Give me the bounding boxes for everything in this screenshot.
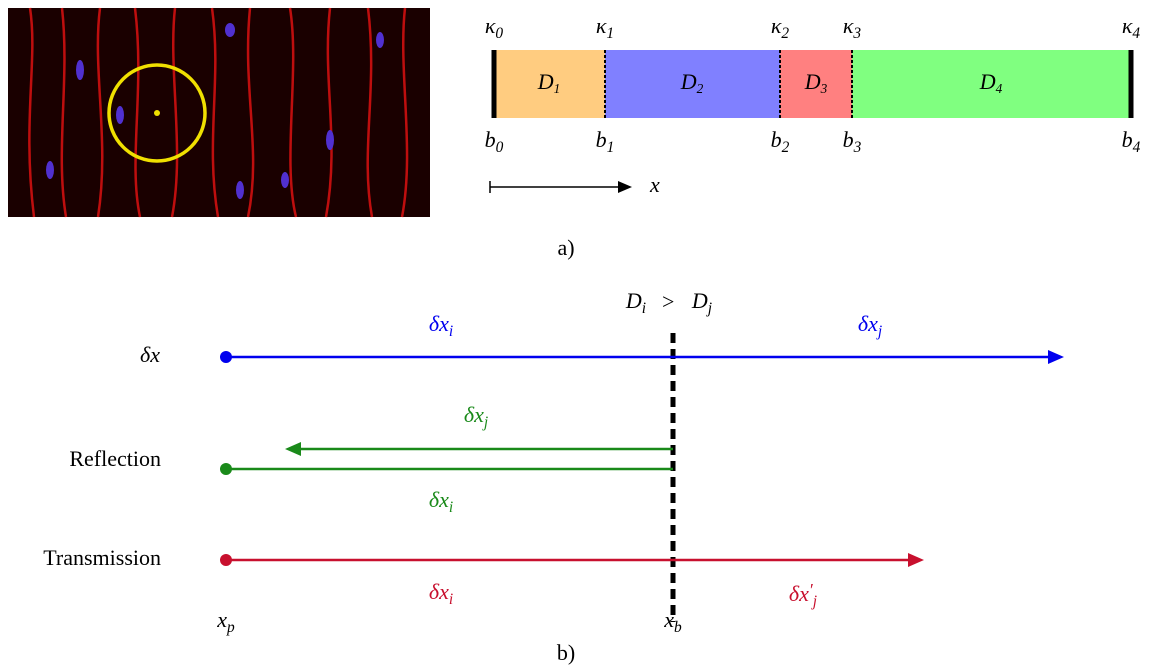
subscript: 3 <box>820 81 828 96</box>
subscript: 0 <box>496 139 504 156</box>
subscript: 4 <box>1132 25 1140 42</box>
subscript: i <box>449 499 453 516</box>
subscript: i <box>449 323 453 340</box>
math-label: κ3 <box>843 13 862 41</box>
symbol: D <box>680 69 697 94</box>
symbol: x <box>216 607 227 632</box>
flux-diagram <box>220 333 1064 622</box>
math-label: δx′j <box>789 580 817 610</box>
math-label: b2 <box>771 127 790 155</box>
math-label: κ2 <box>771 13 790 41</box>
symbol: δx <box>429 487 449 512</box>
row-label: Transmission <box>43 545 161 570</box>
symbol: κ <box>1122 13 1133 38</box>
math-label: b3 <box>843 127 862 155</box>
math-label: κ4 <box>1122 13 1141 41</box>
figure: a) b) x Reflection Transmission > κ0b0κ1… <box>0 0 1157 671</box>
symbol: b <box>771 127 782 152</box>
math-label: b1 <box>596 127 615 155</box>
subscript: 2 <box>781 25 789 42</box>
symbol: b <box>485 127 496 152</box>
axis-label: x <box>649 172 660 197</box>
math-label: δx <box>140 342 160 367</box>
microscopy-image <box>8 8 430 217</box>
subscript: i <box>642 300 646 317</box>
symbol: x <box>663 607 674 632</box>
math-label: δxj <box>464 402 488 430</box>
symbol: D <box>979 69 996 94</box>
math-label: δxi <box>429 311 453 339</box>
math-label: Di <box>625 288 646 316</box>
symbol: κ <box>596 13 607 38</box>
math-label: δxi <box>429 487 453 515</box>
subscript: 4 <box>1133 139 1141 156</box>
symbol: b <box>843 127 854 152</box>
symbol: D <box>537 69 554 94</box>
symbol: D <box>691 288 708 313</box>
symbol: δx <box>140 342 160 367</box>
subscript: 4 <box>996 81 1003 96</box>
symbol: δx <box>789 581 809 606</box>
subscript: i <box>449 591 453 608</box>
math-label: xb <box>663 607 682 635</box>
math-label: δxj <box>858 311 882 339</box>
subscript: p <box>226 619 235 636</box>
subscript: 3 <box>852 25 861 42</box>
math-label: Dj <box>691 288 712 316</box>
subscript: 2 <box>697 81 704 96</box>
condition-operator: > <box>661 289 676 314</box>
symbol: κ <box>843 13 854 38</box>
math-label: κ1 <box>596 13 614 41</box>
math-label: b0 <box>485 127 504 155</box>
symbol: δx <box>858 311 878 336</box>
math-label: xp <box>216 607 235 635</box>
subscript: 1 <box>607 139 615 156</box>
subscript: 1 <box>554 81 561 96</box>
row-label: Reflection <box>69 446 161 471</box>
symbol: D <box>804 69 821 94</box>
math-label: δxi <box>429 579 453 607</box>
symbol: δx <box>464 402 484 427</box>
symbol: δx <box>429 579 449 604</box>
caption-b: b) <box>557 640 575 665</box>
symbol: b <box>1122 127 1133 152</box>
symbol: δx <box>429 311 449 336</box>
symbol: κ <box>485 13 496 38</box>
subscript: 0 <box>495 25 503 42</box>
caption-a: a) <box>557 235 574 260</box>
subscript: b <box>674 619 682 636</box>
symbol: b <box>596 127 607 152</box>
math-label: b4 <box>1122 127 1141 155</box>
symbol: D <box>625 288 642 313</box>
subscript: 3 <box>853 139 862 156</box>
subscript: 2 <box>782 139 790 156</box>
math-label: κ0 <box>485 13 504 41</box>
subscript: 1 <box>606 25 614 42</box>
symbol: κ <box>771 13 782 38</box>
